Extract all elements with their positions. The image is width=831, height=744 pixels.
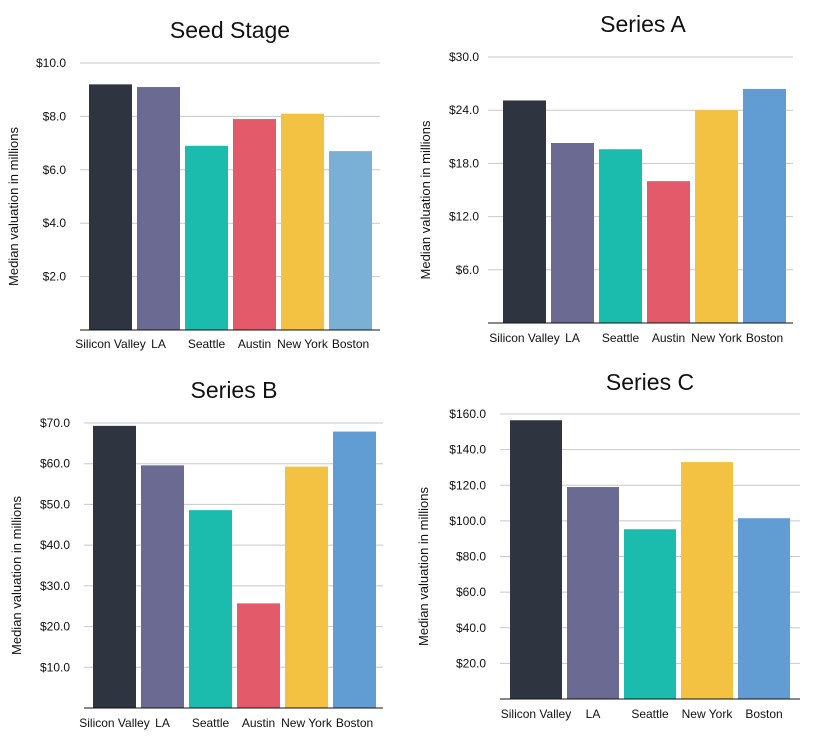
series-a-y-axis-label: Median valuation in millions xyxy=(418,120,433,279)
series-b-y-tick-label: $40.0 xyxy=(40,538,70,552)
series-c-y-tick-label: $60.0 xyxy=(456,585,486,599)
series-c-title: Series C xyxy=(606,369,694,395)
series-b-bar-austin xyxy=(237,603,280,708)
seed-stage-y-tick-label: $8.0 xyxy=(43,109,67,123)
series-b-y-tick-label: $60.0 xyxy=(40,457,70,471)
seed-stage-bar-silicon-valley xyxy=(89,84,132,330)
seed-stage-bar-seattle xyxy=(185,145,228,330)
series-c-bar-boston xyxy=(738,518,790,699)
series-c-bar-seattle xyxy=(624,529,676,699)
series-c-y-axis-label: Median valuation in millions xyxy=(416,487,431,646)
series-a-bar-la xyxy=(551,143,594,323)
series-c-y-tick-label: $120.0 xyxy=(449,478,486,492)
seed-stage-x-tick-label: Silicon Valley xyxy=(75,337,145,351)
series-b-x-tick-label: Boston xyxy=(336,716,373,730)
series-b-x-tick-label: Seattle xyxy=(192,716,230,730)
series-a-y-tick-label: $6.0 xyxy=(456,263,480,277)
series-b-x-tick-label: Silicon Valley xyxy=(79,716,149,730)
seed-stage-bar-la xyxy=(137,87,180,330)
seed-stage-y-tick-label: $4.0 xyxy=(43,216,67,230)
series-b-bar-seattle xyxy=(189,510,232,708)
seed-stage-y-tick-label: $2.0 xyxy=(43,270,67,284)
series-a-y-tick-label: $12.0 xyxy=(449,210,479,224)
series-c-bar-new-york xyxy=(681,462,733,699)
series-b-x-tick-label: New York xyxy=(281,716,333,730)
series-c-x-tick-label: Boston xyxy=(745,707,782,721)
series-b-title: Series B xyxy=(191,377,278,403)
series-b-y-tick-label: $30.0 xyxy=(40,579,70,593)
seed-stage-x-tick-label: Seattle xyxy=(188,337,226,351)
series-b-bar-silicon-valley xyxy=(93,425,136,708)
seed-stage-y-tick-label: $10.0 xyxy=(36,56,66,70)
series-c-y-tick-label: $20.0 xyxy=(456,656,486,670)
series-c-y-tick-label: $100.0 xyxy=(449,514,486,528)
series-a-bar-new-york xyxy=(695,110,738,323)
series-b-y-tick-label: $70.0 xyxy=(40,416,70,430)
series-a-y-tick-label: $18.0 xyxy=(449,156,479,170)
seed-stage-x-tick-label: LA xyxy=(151,337,166,351)
series-b-bar-new-york xyxy=(285,466,328,708)
series-c-x-tick-label: LA xyxy=(586,707,601,721)
series-a-title: Series A xyxy=(600,11,686,37)
series-b-bar-la xyxy=(141,465,184,708)
series-a-bar-austin xyxy=(647,181,690,323)
series-b-y-axis-label: Median valuation in millions xyxy=(9,496,24,655)
seed-stage-bar-austin xyxy=(233,119,276,330)
series-c-x-tick-label: New York xyxy=(682,707,734,721)
seed-stage-y-axis-label: Median valuation in millions xyxy=(6,127,21,286)
series-a-bar-silicon-valley xyxy=(503,100,546,324)
series-b-y-tick-label: $10.0 xyxy=(40,660,70,674)
series-a-bar-seattle xyxy=(599,149,642,323)
series-c-x-tick-label: Seattle xyxy=(631,707,669,721)
series-c-y-tick-label: $80.0 xyxy=(456,550,486,564)
seed-stage-x-tick-label: Austin xyxy=(238,337,271,351)
series-a-x-tick-label: New York xyxy=(691,331,743,345)
seed-stage-x-tick-label: New York xyxy=(277,337,329,351)
series-a-y-tick-label: $24.0 xyxy=(449,103,479,117)
seed-stage-y-tick-label: $6.0 xyxy=(43,163,67,177)
series-a-x-tick-label: Silicon Valley xyxy=(489,331,559,345)
series-a-y-tick-label: $30.0 xyxy=(449,50,479,64)
series-b-x-tick-label: LA xyxy=(155,716,170,730)
seed-stage-title: Seed Stage xyxy=(170,17,290,43)
series-a-x-tick-label: Seattle xyxy=(602,331,640,345)
seed-stage-chart: $2.0 $4.0 $6.0 $8.0 $10.0 Silicon Valley LA Sea… xyxy=(6,17,380,351)
series-b-y-tick-label: $50.0 xyxy=(40,497,70,511)
series-a-bar-boston xyxy=(743,88,786,323)
series-a-x-tick-label: Boston xyxy=(746,331,783,345)
series-a-x-tick-label: Austin xyxy=(652,331,685,345)
series-b-y-tick-label: $20.0 xyxy=(40,620,70,634)
seed-stage-bar-new-york xyxy=(281,113,324,330)
series-a-x-tick-label: LA xyxy=(565,331,580,345)
series-c-y-tick-label: $160.0 xyxy=(449,407,486,421)
series-c-bar-silicon-valley xyxy=(510,420,562,699)
series-c-x-tick-label: Silicon Valley xyxy=(501,707,571,721)
series-b-x-tick-label: Austin xyxy=(242,716,275,730)
series-b-chart: $10.0 $20.0 $30.0 $40.0 $50.0 $60.0 $70.0 Silic… xyxy=(9,377,383,730)
series-c-y-tick-label: $40.0 xyxy=(456,621,486,635)
series-b-bar-boston xyxy=(333,431,376,708)
series-a-chart: $6.0 $12.0 $18.0 $24.0 $30.0 Silicon Valley LA… xyxy=(418,11,793,345)
series-c-y-tick-label: $140.0 xyxy=(449,443,486,457)
seed-stage-bar-boston xyxy=(329,151,372,330)
series-c-bar-la xyxy=(567,487,619,699)
series-c-chart: $20.0 $40.0 $60.0 $80.0 $100.0 $120.0 $140.0 $1… xyxy=(416,369,800,721)
seed-stage-x-tick-label: Boston xyxy=(332,337,369,351)
